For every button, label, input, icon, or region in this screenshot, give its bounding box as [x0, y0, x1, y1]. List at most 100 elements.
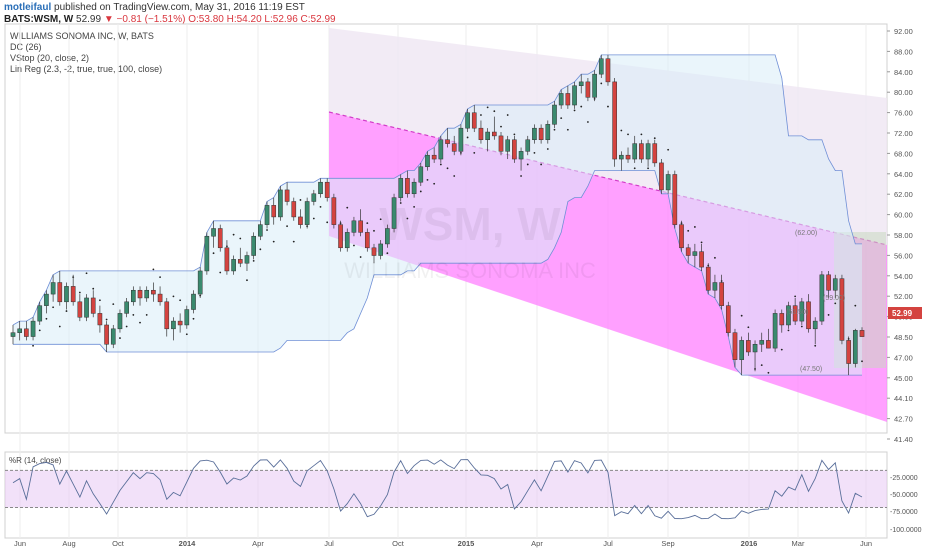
candle-body [799, 301, 805, 322]
vstop-dot [112, 303, 115, 306]
vstop-dot [620, 129, 623, 132]
candle-body [665, 174, 671, 191]
candle-body [772, 313, 778, 349]
x-tick-label: Jun [860, 539, 872, 548]
price-tag: 52.99 [892, 309, 913, 318]
candle-body [585, 81, 591, 98]
y-tick-label: 45.00 [894, 374, 913, 383]
candle-body [338, 224, 343, 249]
candle-body [558, 93, 564, 106]
candle-body [739, 340, 744, 360]
vstop-dot [359, 256, 362, 258]
vstop-dot [466, 136, 469, 139]
vstop-dot [78, 291, 81, 294]
candle-body [351, 220, 357, 233]
candle-body [204, 235, 210, 272]
candle-body [211, 228, 216, 237]
y-tick-label: 72.00 [894, 129, 913, 138]
candle-body [612, 81, 617, 160]
vstop-dot [433, 182, 436, 185]
candle-body [478, 127, 484, 141]
publish-info: published on TradingView.com, May 31, 20… [54, 2, 305, 13]
vstop-dot [292, 240, 295, 243]
y-tick-label: 47.00 [894, 353, 913, 362]
price-change: −0.81 (−1.51%) [116, 14, 186, 25]
vstop-dot [426, 178, 429, 181]
candle-body [705, 266, 711, 291]
watermark-name: WILLIAMS SONOMA INC [344, 258, 596, 283]
candle-body [572, 85, 577, 106]
legend-dc[interactable]: DC (26) [10, 42, 42, 52]
vstop-dot [480, 114, 482, 116]
vstop-dot [533, 151, 536, 154]
candle-body [786, 305, 791, 326]
wr-line [12, 459, 863, 520]
vstop-dot [312, 217, 315, 220]
vstop-dot [667, 148, 670, 151]
candle-body [217, 228, 223, 249]
legend-linreg[interactable]: Lin Reg (2.3, -2, true, true, 100, close… [10, 64, 163, 74]
vstop-dot [125, 325, 128, 328]
channel-label: (62.00) [795, 230, 817, 237]
candle-body [766, 340, 771, 349]
vstop-dot [185, 333, 188, 336]
candle-body [50, 282, 56, 295]
candle-body [191, 293, 196, 310]
candle-body [331, 197, 337, 225]
legend-vstop[interactable]: VStop (20, close, 2) [10, 53, 90, 63]
vstop-dot [239, 237, 242, 240]
candle-body [378, 243, 383, 256]
x-tick-label: Oct [392, 539, 405, 548]
vstop-dot [607, 105, 609, 108]
vstop-dot [814, 344, 817, 347]
candle-body [137, 289, 143, 299]
vstop-dot [152, 268, 155, 271]
vstop-dot [45, 317, 48, 320]
vstop-dot [413, 205, 416, 208]
vstop-dot [587, 121, 589, 123]
y-tick-label: 48.50 [894, 333, 913, 342]
candle-body [271, 205, 277, 218]
candle-body [632, 143, 638, 160]
vstop-dot [159, 276, 161, 279]
candle-body [151, 289, 156, 295]
author-link[interactable]: motleifaul [4, 2, 52, 13]
candle-body [144, 289, 150, 299]
candle-body [538, 127, 544, 141]
legend-title[interactable]: WILLIAMS SONOMA INC, W, BATS [10, 31, 154, 41]
candle-body [164, 301, 170, 330]
x-tick-label: Aug [62, 539, 75, 548]
candle-body [344, 232, 350, 249]
vstop-dot [560, 117, 563, 120]
channel-label: (47.50) [800, 366, 822, 373]
x-tick-label: Apr [252, 539, 264, 548]
candle-body [471, 112, 477, 129]
candle-body [124, 301, 129, 314]
y-tick-label: 76.00 [894, 109, 913, 118]
y-tick-label: 62.00 [894, 190, 913, 199]
symbol-label: BATS:WSM, W [4, 14, 74, 25]
candle-body [732, 332, 738, 360]
vstop-dot [566, 128, 569, 131]
y-tick-label: 52.00 [894, 292, 913, 301]
candle-body [619, 154, 624, 160]
vstop-dot [246, 279, 248, 282]
candle-body [17, 328, 23, 333]
vstop-dot [92, 287, 95, 290]
price-tag-box [888, 307, 922, 319]
vstop-dot [379, 218, 382, 221]
candle-body [358, 220, 363, 233]
ohlc-values: O:53.80 H:54.20 L:52.96 C:52.99 [188, 14, 336, 25]
vstop-dot [633, 167, 636, 170]
candle-body [652, 143, 658, 164]
candle-body [298, 216, 303, 225]
vstop-dot [319, 205, 322, 208]
candle-body [418, 166, 424, 183]
candle-body [445, 139, 450, 144]
channel-label: (53.50) [786, 309, 808, 316]
y-tick-label: 80.00 [894, 88, 913, 97]
vstop-dot [252, 260, 255, 262]
candle-body [24, 328, 29, 337]
